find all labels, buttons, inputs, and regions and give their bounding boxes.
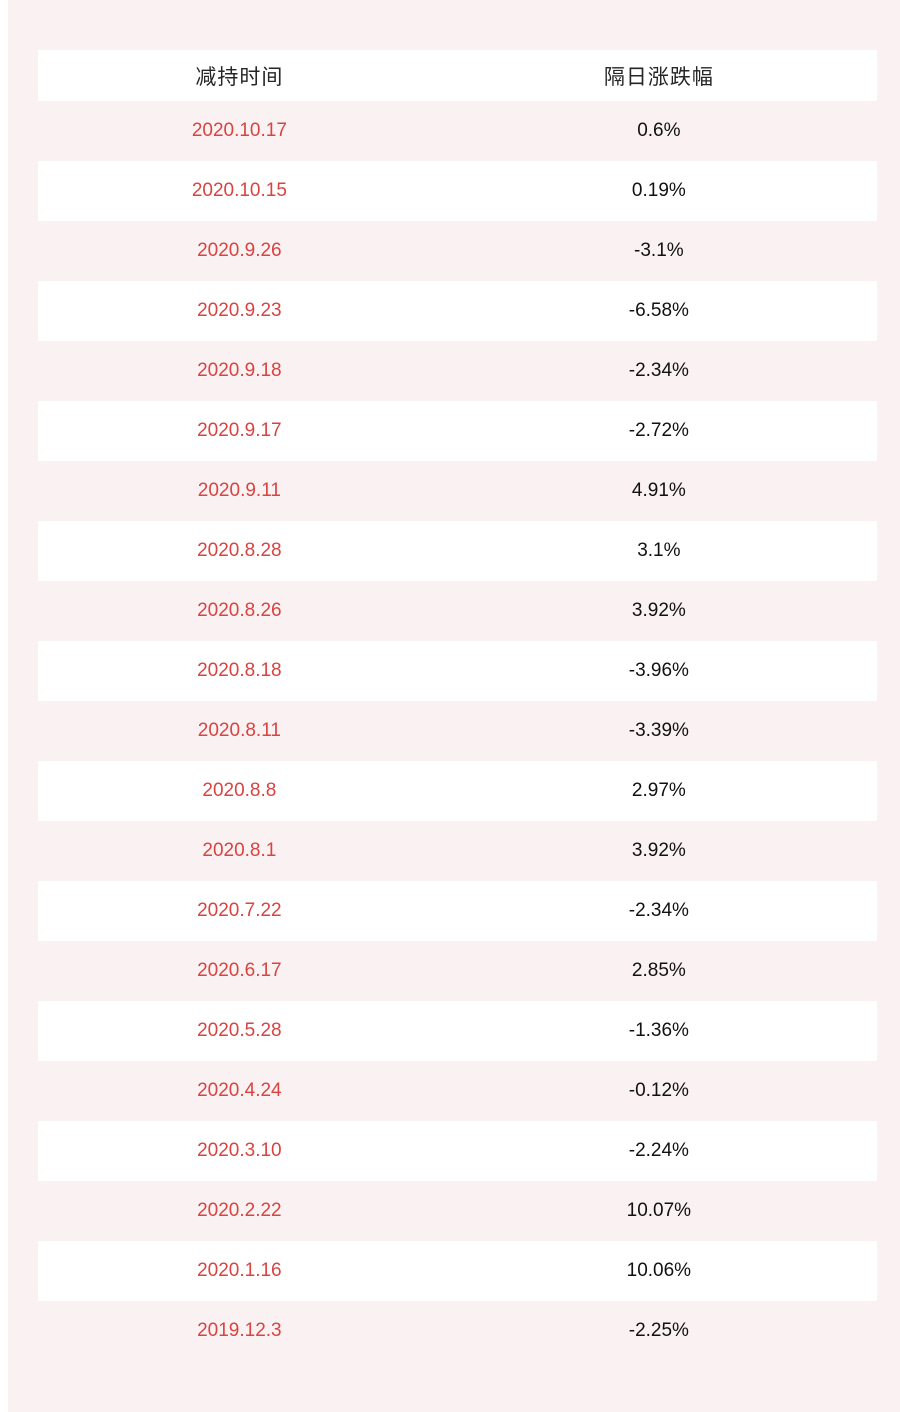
table-row: 2020.2.22 10.07% <box>38 1181 877 1241</box>
reduction-date-cell: 2020.1.16 <box>197 1260 282 1281</box>
reduction-date-cell: 2020.6.17 <box>197 960 282 981</box>
table-row: 2020.9.17 -2.72% <box>38 401 877 461</box>
table-row: 2020.8.11 -3.39% <box>38 701 877 761</box>
table-row: 2020.9.18 -2.34% <box>38 341 877 401</box>
reduction-date-cell: 2019.12.3 <box>197 1320 282 1341</box>
next-day-change-cell: -2.34% <box>628 900 689 921</box>
next-day-change-cell: -3.39% <box>628 720 689 741</box>
table-row: 2020.3.10 -2.24% <box>38 1121 877 1181</box>
reduction-date-cell: 2020.8.26 <box>197 600 282 621</box>
reduction-date-cell: 2020.9.18 <box>197 360 282 381</box>
next-day-change-cell: -2.25% <box>628 1320 689 1341</box>
next-day-change-cell: -1.36% <box>628 1020 689 1041</box>
table-row: 2020.7.22 -2.34% <box>38 881 877 941</box>
table-row: 2020.8.18 -3.96% <box>38 641 877 701</box>
next-day-change-cell: 3.1% <box>637 540 681 561</box>
next-day-change-cell: 3.92% <box>631 600 686 621</box>
reduction-date-cell: 2020.9.23 <box>197 300 282 321</box>
table-row: 2020.1.16 10.06% <box>38 1241 877 1301</box>
next-day-change-cell: -3.96% <box>628 660 689 681</box>
next-day-change-cell: -0.12% <box>628 1080 689 1101</box>
next-day-change-cell: 0.19% <box>631 180 686 201</box>
table-row: 2020.8.26 3.92% <box>38 581 877 641</box>
table-row: 2020.10.17 0.6% <box>38 101 877 161</box>
table-row: 2020.9.26 -3.1% <box>38 221 877 281</box>
next-day-change-cell: -2.24% <box>628 1140 689 1161</box>
table-row: 2020.10.15 0.19% <box>38 161 877 221</box>
table-row: 2020.8.28 3.1% <box>38 521 877 581</box>
reduction-date-cell: 2020.9.11 <box>197 480 281 501</box>
table-row: 2020.8.1 3.92% <box>38 821 877 881</box>
reduction-date-cell: 2020.9.26 <box>197 240 282 261</box>
column-header-reduction-date: 减持时间 <box>195 65 284 89</box>
table-row: 2020.5.28 -1.36% <box>38 1001 877 1061</box>
next-day-change-cell: 2.85% <box>631 960 686 981</box>
table-body: 2020.10.17 0.6% 2020.10.15 0.19% 2020.9.… <box>38 101 877 1361</box>
table-row: 2020.4.24 -0.12% <box>38 1061 877 1121</box>
next-day-change-cell: -2.34% <box>628 360 689 381</box>
left-edge-strip <box>0 0 8 1412</box>
table-row: 2020.9.23 -6.58% <box>38 281 877 341</box>
reduction-date-cell: 2020.10.17 <box>191 120 287 141</box>
reduction-date-cell: 2020.7.22 <box>197 900 282 921</box>
reduction-date-cell: 2020.10.15 <box>191 180 287 201</box>
reduction-date-cell: 2020.5.28 <box>197 1020 282 1041</box>
reduction-date-cell: 2020.2.22 <box>197 1200 282 1221</box>
table-header-row: 减持时间 隔日涨跌幅 <box>38 50 877 101</box>
next-day-change-cell: 3.92% <box>631 840 686 861</box>
reduction-date-cell: 2020.3.10 <box>197 1140 282 1161</box>
table-row: 2020.8.8 2.97% <box>38 761 877 821</box>
next-day-change-cell: 10.07% <box>626 1200 692 1221</box>
reduction-date-cell: 2020.8.11 <box>197 720 281 741</box>
next-day-change-cell: -2.72% <box>628 420 689 441</box>
next-day-change-cell: -3.1% <box>634 240 684 261</box>
reduction-date-cell: 2020.8.1 <box>202 840 277 861</box>
next-day-change-cell: -6.58% <box>628 300 689 321</box>
table-row: 2020.6.17 2.85% <box>38 941 877 1001</box>
table-row: 2019.12.3 -2.25% <box>38 1301 877 1361</box>
reduction-date-cell: 2020.8.8 <box>202 780 277 801</box>
column-header-next-day-change: 隔日涨跌幅 <box>603 65 714 89</box>
next-day-change-cell: 10.06% <box>626 1260 692 1281</box>
next-day-change-cell: 2.97% <box>631 780 686 801</box>
reduction-date-cell: 2020.9.17 <box>197 420 282 441</box>
reduction-date-cell: 2020.8.18 <box>197 660 282 681</box>
next-day-change-cell: 0.6% <box>637 120 681 141</box>
reduction-date-cell: 2020.8.28 <box>197 540 282 561</box>
next-day-change-cell: 4.91% <box>631 480 686 501</box>
reduction-date-cell: 2020.4.24 <box>197 1080 282 1101</box>
table-row: 2020.9.11 4.91% <box>38 461 877 521</box>
reduction-history-table: 减持时间 隔日涨跌幅 2020.10.17 0.6% 2020.10.15 0.… <box>38 50 877 1361</box>
